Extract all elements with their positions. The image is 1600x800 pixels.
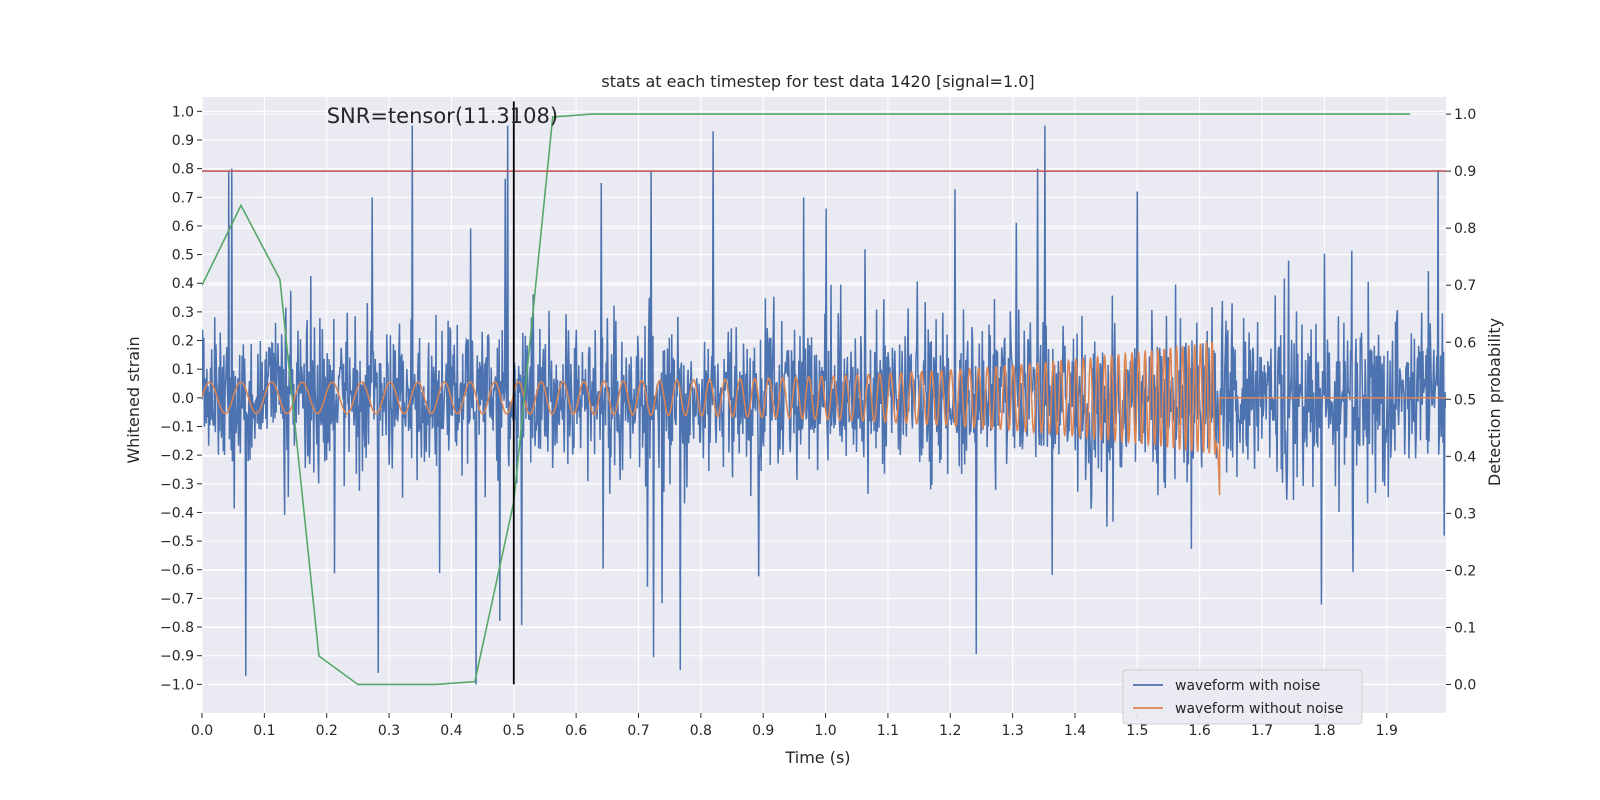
- x-tick-label: 1.8: [1313, 723, 1335, 739]
- y2-axis-label: Detection probability: [1485, 318, 1504, 486]
- y-tick-label: −0.5: [160, 534, 194, 550]
- y2-tick-label: 0.0: [1454, 677, 1476, 693]
- x-tick-label: 0.6: [565, 723, 587, 739]
- legend-box: [1122, 669, 1363, 725]
- x-tick-label: 0.5: [503, 723, 525, 739]
- x-tick-label: 1.4: [1064, 723, 1086, 739]
- y-tick-label: −0.4: [160, 505, 194, 521]
- y-tick-label: −1.0: [160, 677, 194, 693]
- x-tick-label: 0.9: [752, 723, 774, 739]
- y2-tick-label: 0.4: [1454, 449, 1476, 465]
- y2-tick-label: 0.5: [1454, 392, 1476, 408]
- y-tick-label: 1.0: [172, 104, 194, 120]
- y2-axis-ticks: 0.0 0.1 0.2 0.3 0.4 0.5 0.6 0.7 0.8 0.9 1.0: [1446, 107, 1476, 693]
- x-tick-label: 0.3: [378, 723, 400, 739]
- y-tick-label: 0.8: [172, 162, 194, 178]
- series-layer: [202, 113, 1446, 686]
- y-tick-label: −0.9: [160, 649, 194, 665]
- x-axis-ticks: 0.0 0.1 0.2 0.3 0.4 0.5 0.6 0.7 0.8 0.9 1.0 1.1 1.2 1…: [191, 713, 1398, 739]
- series-line-waveform-with-noise: [202, 125, 1446, 685]
- legend: waveform with noise waveform without noi…: [1122, 669, 1363, 725]
- snr-annotation: SNR=tensor(11.3108): [327, 104, 558, 128]
- y-tick-label: −0.7: [160, 591, 194, 607]
- y-axis-ticks: −1.0 −0.9 −0.8 −0.7 −0.6 −0.5 −0.4 −0.3 −0.2 −0.1…: [160, 104, 202, 693]
- series-line-waveform-without-noise: [202, 340, 1446, 496]
- y-axis-label: Whitened strain: [124, 336, 143, 463]
- y-tick-label: −0.6: [160, 563, 194, 579]
- y2-tick-label: 0.7: [1454, 278, 1476, 294]
- y2-tick-label: 0.8: [1454, 221, 1476, 237]
- x-tick-label: 1.6: [1189, 723, 1211, 739]
- x-tick-label: 0.4: [440, 723, 462, 739]
- y-tick-label: 0.3: [172, 305, 194, 321]
- y-tick-label: 0.1: [172, 362, 194, 378]
- x-axis-label: Time (s): [784, 748, 850, 767]
- y-tick-label: 0.4: [172, 276, 194, 292]
- x-tick-label: 0.1: [253, 723, 275, 739]
- x-tick-label: 0.8: [690, 723, 712, 739]
- x-tick-label: 1.1: [877, 723, 899, 739]
- y-tick-label: 0.0: [172, 391, 194, 407]
- x-tick-label: 0.2: [316, 723, 338, 739]
- x-tick-label: 1.3: [1001, 723, 1023, 739]
- legend-label-waveform-without-noise: waveform without noise: [1175, 701, 1343, 717]
- y2-tick-label: 0.9: [1454, 164, 1476, 180]
- y-tick-label: 0.6: [172, 219, 194, 235]
- series-line-detection-probability: [202, 113, 1411, 686]
- x-tick-label: 0.7: [627, 723, 649, 739]
- legend-label-waveform-with-noise: waveform with noise: [1175, 678, 1320, 694]
- y-tick-label: −0.2: [160, 448, 194, 464]
- x-tick-label: 1.0: [814, 723, 836, 739]
- y-tick-label: 0.5: [172, 248, 194, 264]
- y2-tick-label: 0.2: [1454, 563, 1476, 579]
- x-tick-label: 0.0: [191, 723, 213, 739]
- y-tick-label: 0.2: [172, 334, 194, 350]
- x-tick-label: 1.7: [1251, 723, 1273, 739]
- x-tick-label: 1.5: [1126, 723, 1148, 739]
- y-tick-label: −0.3: [160, 477, 194, 493]
- x-tick-label: 1.9: [1376, 723, 1398, 739]
- y-tick-label: 0.9: [172, 133, 194, 149]
- y-tick-label: −0.8: [160, 620, 194, 636]
- x-tick-label: 1.2: [939, 723, 961, 739]
- reference-lines: [202, 101, 1446, 685]
- y2-tick-label: 1.0: [1454, 107, 1476, 123]
- y2-tick-label: 0.6: [1454, 335, 1476, 351]
- chart-title: stats at each timestep for test data 142…: [601, 72, 1034, 91]
- y-tick-label: 0.7: [172, 190, 194, 206]
- y2-tick-label: 0.1: [1454, 620, 1476, 636]
- y2-tick-label: 0.3: [1454, 506, 1476, 522]
- y-tick-label: −0.1: [160, 419, 194, 435]
